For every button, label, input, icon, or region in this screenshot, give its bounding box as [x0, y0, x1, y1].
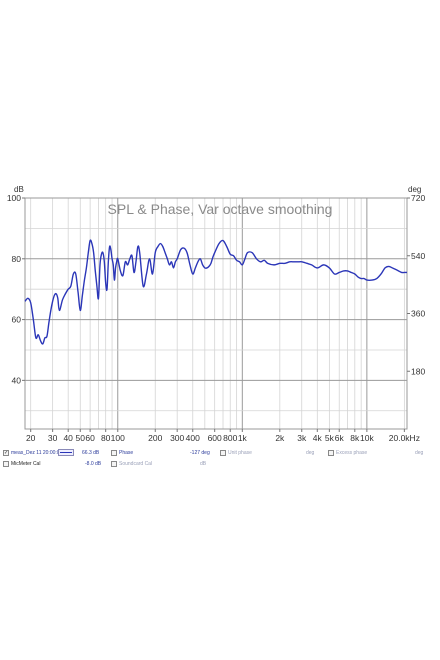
- y2-tick-label: 360: [411, 309, 425, 319]
- excess-phase-checkbox[interactable]: [328, 450, 334, 456]
- x-tick-label: 40: [63, 433, 73, 443]
- grid: [25, 198, 407, 429]
- mic-cal-checkbox[interactable]: [3, 461, 9, 467]
- measurement-checkbox[interactable]: ✓: [3, 450, 9, 456]
- mic-cal-name: MicMeter Cal: [11, 461, 41, 467]
- x-tick-label: 10k: [360, 433, 374, 443]
- x-tick-label: 8k: [350, 433, 360, 443]
- spl-chart: 20 30 40 50 60 80 100 200 300 400 600 800 1k 2k 3k 4k 5k…: [6, 185, 426, 443]
- phase-value: -127 deg: [190, 450, 210, 456]
- y-tick-label: 100: [7, 193, 21, 203]
- chart-title: SPL & Phase, Var octave smoothing: [108, 201, 333, 217]
- x-tick-label: 30: [48, 433, 58, 443]
- x-tick-label: 600: [208, 433, 222, 443]
- y2-tick-label: 540: [411, 251, 425, 261]
- x-tick-label: 5k: [325, 433, 335, 443]
- legend-panel: ✓ meas_Dez 11 20:00:00 66.3 dB Phase -12…: [0, 447, 440, 471]
- x-tick-label: 800: [223, 433, 237, 443]
- y-tick-label: 40: [12, 375, 22, 385]
- left-axis-unit: dB: [14, 185, 24, 194]
- unit-phase-value: deg: [306, 450, 315, 456]
- x-tick-label: 400: [186, 433, 200, 443]
- soundcard-cal-label: Soundcard Cal: [119, 461, 153, 467]
- axis-ticks: 20 30 40 50 60 80 100 200 300 400 600 800 1k 2k 3k 4k 5k…: [7, 193, 426, 443]
- excess-phase-label: Excess phase: [336, 450, 368, 456]
- x-tick-label: 6k: [335, 433, 345, 443]
- excess-phase-value: deg: [415, 450, 424, 456]
- unit-phase-checkbox[interactable]: [220, 450, 226, 456]
- y2-tick-label: 720: [411, 193, 425, 203]
- spl-series-line: [24, 239, 407, 345]
- x-tick-label: 4k: [313, 433, 323, 443]
- x-tick-label: 100: [111, 433, 125, 443]
- legend-row-measurement: ✓ meas_Dez 11 20:00:00 66.3 dB Phase -12…: [0, 448, 440, 459]
- phase-label: Phase: [119, 450, 134, 456]
- soundcard-cal-value: dB: [200, 461, 207, 467]
- mic-cal-value: -8.0 dB: [85, 461, 102, 467]
- y2-tick-label: 180: [411, 366, 425, 376]
- x-tick-label: 60: [85, 433, 95, 443]
- x-tick-label: 1k: [238, 433, 248, 443]
- line-color-swatch[interactable]: [58, 449, 74, 456]
- phase-checkbox[interactable]: [111, 450, 117, 456]
- soundcard-cal-checkbox[interactable]: [111, 461, 117, 467]
- legend-row-mic-cal: MicMeter Cal -8.0 dB Soundcard Cal dB: [0, 459, 440, 470]
- x-tick-label: 300: [170, 433, 184, 443]
- unit-phase-label: Unit phase: [228, 450, 252, 456]
- y-tick-label: 80: [12, 254, 22, 264]
- x-tick-label: 2k: [275, 433, 285, 443]
- x-tick-label: 200: [148, 433, 162, 443]
- y-tick-label: 60: [12, 315, 22, 325]
- x-tick-label: 80: [101, 433, 111, 443]
- x-tick-label: 20.0kHz: [389, 433, 420, 443]
- x-tick-label: 50: [76, 433, 86, 443]
- measurement-name: meas_Dez 11 20:00:00: [11, 450, 63, 456]
- x-tick-label: 20: [26, 433, 36, 443]
- measurement-value: 66.3 dB: [82, 450, 100, 456]
- x-tick-label: 3k: [297, 433, 307, 443]
- right-axis-unit: deg: [408, 185, 421, 194]
- series: [24, 239, 407, 345]
